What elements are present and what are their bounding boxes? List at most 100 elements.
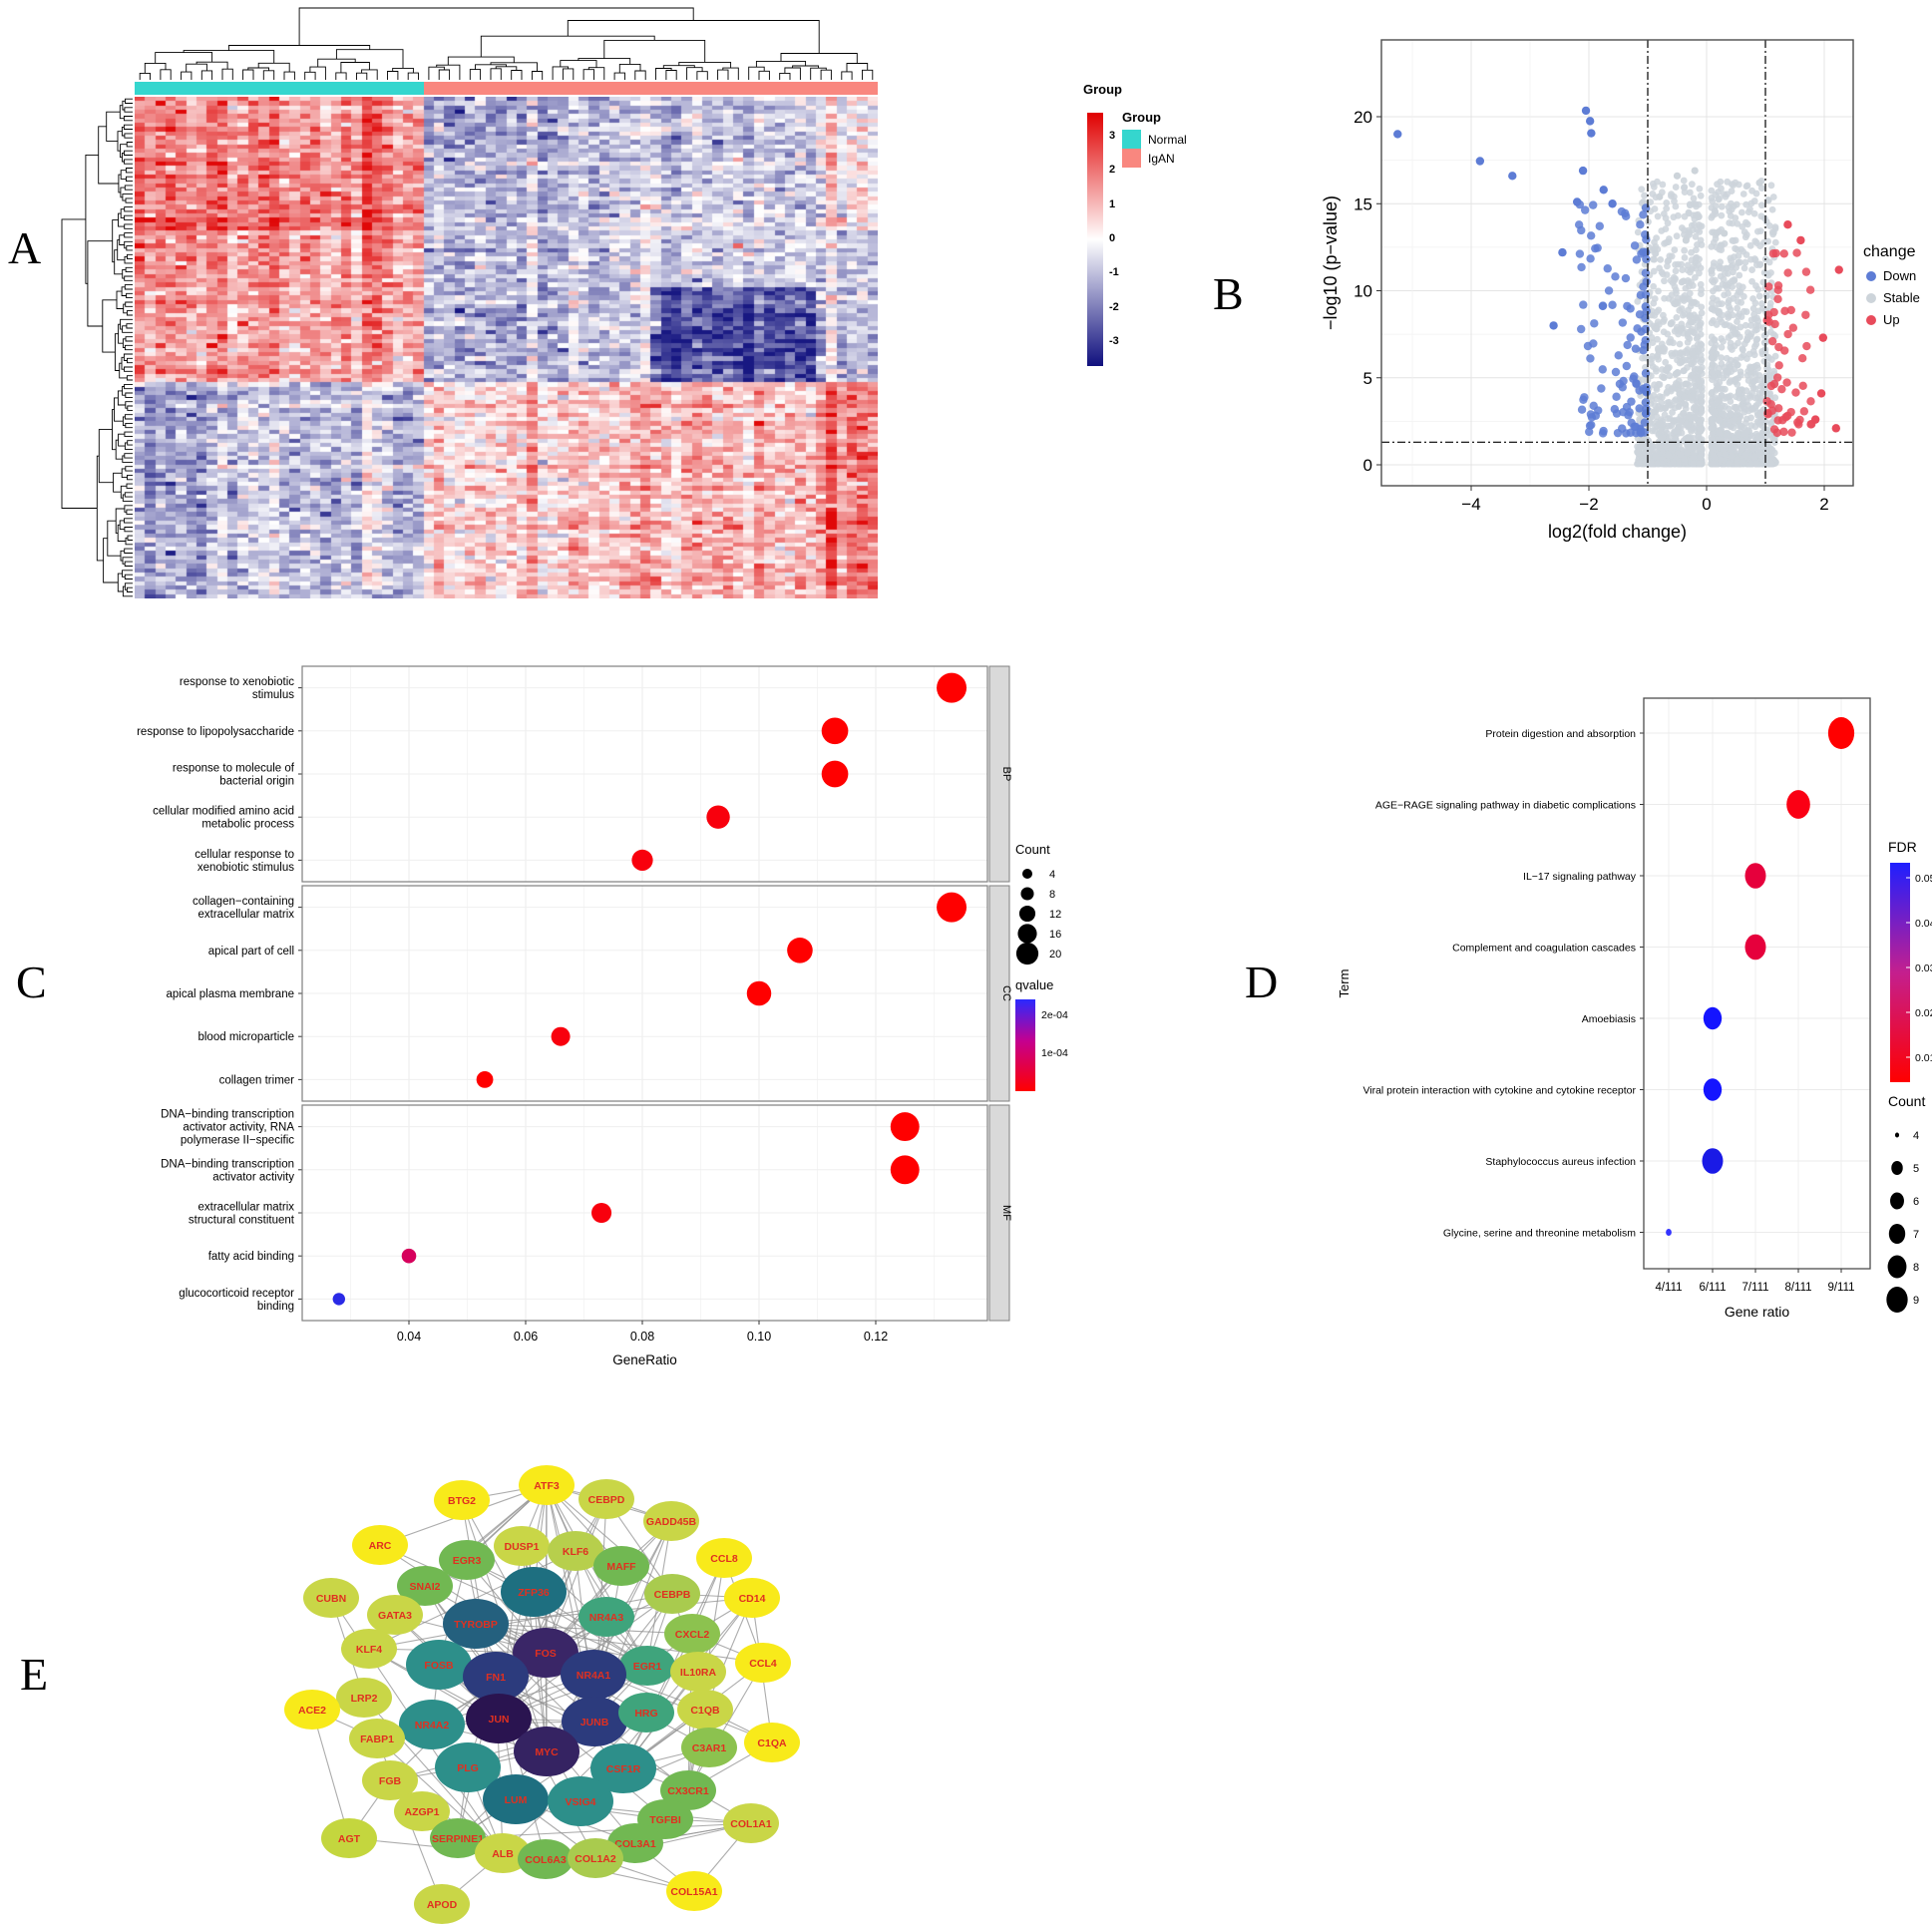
stable-point bbox=[1648, 460, 1656, 468]
stable-point bbox=[1736, 394, 1743, 402]
node-TYROBP bbox=[443, 1599, 509, 1649]
go-dot-MF-3 bbox=[401, 1248, 417, 1264]
stable-point bbox=[1767, 182, 1775, 190]
down-point bbox=[1612, 392, 1621, 401]
node-label-CEBPD: CEBPD bbox=[588, 1494, 625, 1506]
stable-point bbox=[1709, 228, 1717, 236]
stable-point bbox=[1663, 204, 1671, 212]
kegg-dot-3 bbox=[1744, 934, 1766, 961]
down-point bbox=[1577, 262, 1586, 272]
down-point bbox=[1614, 351, 1623, 360]
stable-point bbox=[1680, 437, 1688, 445]
kegg-panel-border bbox=[1643, 697, 1871, 1270]
fdr-tick-4: 0.01 bbox=[1915, 1052, 1932, 1064]
stable-point bbox=[1718, 392, 1726, 399]
go-term-label: activator activity, RNA bbox=[183, 1122, 294, 1134]
down-point bbox=[1635, 404, 1644, 413]
stable-point bbox=[1634, 297, 1642, 305]
stable-point bbox=[1672, 202, 1680, 210]
down-point bbox=[1636, 428, 1646, 437]
kegg-panel-bg bbox=[1644, 698, 1870, 1269]
stable-point bbox=[1681, 253, 1689, 261]
count-legend-dot-7 bbox=[1888, 1224, 1906, 1244]
up-point bbox=[1766, 381, 1776, 391]
node-label-LRP2: LRP2 bbox=[351, 1693, 378, 1705]
stable-point bbox=[1736, 271, 1743, 279]
annotation-igan-segment bbox=[423, 82, 878, 95]
stable-point bbox=[1729, 277, 1737, 285]
count-legend-dot-20 bbox=[1015, 942, 1039, 965]
stable-point bbox=[1750, 310, 1757, 318]
stable-point bbox=[1718, 335, 1726, 342]
stable-point bbox=[1691, 375, 1699, 382]
up-point bbox=[1786, 305, 1795, 315]
node-label-PLG: PLG bbox=[457, 1762, 479, 1774]
node-label-FN1: FN1 bbox=[486, 1672, 506, 1684]
generatio-axis-title: GeneRatio bbox=[612, 1352, 677, 1367]
stable-point bbox=[1679, 266, 1687, 273]
node-ALB bbox=[475, 1833, 531, 1873]
stable-point bbox=[1750, 197, 1758, 204]
stable-point bbox=[1708, 242, 1716, 250]
edge-FOS-ARC bbox=[379, 1544, 547, 1654]
stable-point bbox=[1742, 308, 1750, 315]
down-point bbox=[1630, 241, 1640, 250]
stable-point bbox=[1708, 353, 1716, 361]
column-annotation-bar bbox=[135, 82, 878, 95]
stable-point bbox=[1688, 278, 1695, 286]
edge-ATF3-NR4A1 bbox=[546, 1484, 594, 1676]
node-CSF1R bbox=[590, 1743, 656, 1793]
colorbar-tick--1: -1 bbox=[1109, 266, 1119, 279]
node-label-NR4A1: NR4A1 bbox=[577, 1670, 611, 1682]
down-point bbox=[1608, 199, 1617, 208]
node-EGR1 bbox=[619, 1646, 675, 1686]
down-point bbox=[1641, 268, 1651, 277]
annotation-title: Group bbox=[1083, 82, 1122, 97]
stable-point bbox=[1657, 255, 1665, 263]
heatmap-canvas bbox=[135, 97, 878, 598]
count-legend-label-16: 16 bbox=[1049, 929, 1061, 941]
go-dot-CC-3 bbox=[551, 1026, 571, 1046]
up-point bbox=[1798, 381, 1807, 391]
node-label-ACE2: ACE2 bbox=[298, 1705, 326, 1717]
node-label-TGFBI: TGFBI bbox=[649, 1814, 681, 1826]
stable-point bbox=[1711, 336, 1719, 344]
node-VSIG4 bbox=[548, 1776, 613, 1826]
stable-point bbox=[1691, 403, 1699, 411]
node-label-ALB: ALB bbox=[492, 1848, 514, 1860]
stable-point bbox=[1754, 443, 1762, 450]
stable-point bbox=[1741, 258, 1749, 266]
down-point bbox=[1636, 290, 1646, 300]
up-point bbox=[1806, 397, 1815, 406]
legend-dot-Stable bbox=[1866, 293, 1876, 303]
stable-point bbox=[1734, 245, 1741, 253]
up-point bbox=[1780, 306, 1789, 316]
stable-point bbox=[1669, 444, 1677, 451]
stable-point bbox=[1674, 356, 1681, 364]
stable-point bbox=[1697, 453, 1704, 461]
panel-e-label: E bbox=[20, 1649, 49, 1700]
stable-point bbox=[1741, 451, 1749, 459]
stable-point bbox=[1735, 287, 1742, 295]
kegg-term-label: Staphylococcus aureus infection bbox=[1485, 1156, 1636, 1168]
stable-point bbox=[1771, 223, 1779, 231]
node-label-IL10RA: IL10RA bbox=[680, 1667, 717, 1679]
stable-point bbox=[1697, 280, 1705, 288]
stable-point bbox=[1659, 373, 1666, 380]
stable-point bbox=[1732, 375, 1739, 383]
stable-point bbox=[1691, 167, 1699, 175]
stable-point bbox=[1718, 318, 1726, 326]
fdr-colorbar bbox=[1890, 863, 1910, 1082]
down-point bbox=[1636, 220, 1645, 229]
stable-point bbox=[1691, 215, 1699, 223]
stable-point bbox=[1655, 306, 1663, 314]
node-ACE2 bbox=[284, 1690, 340, 1730]
node-label-COL3A1: COL3A1 bbox=[614, 1838, 656, 1850]
down-point bbox=[1580, 205, 1590, 214]
node-FABP1 bbox=[349, 1719, 405, 1758]
stable-point bbox=[1718, 354, 1726, 362]
fdr-legend-title: FDR bbox=[1888, 839, 1917, 855]
stable-point bbox=[1691, 221, 1698, 228]
stable-point bbox=[1708, 419, 1716, 427]
down-point bbox=[1576, 324, 1586, 334]
